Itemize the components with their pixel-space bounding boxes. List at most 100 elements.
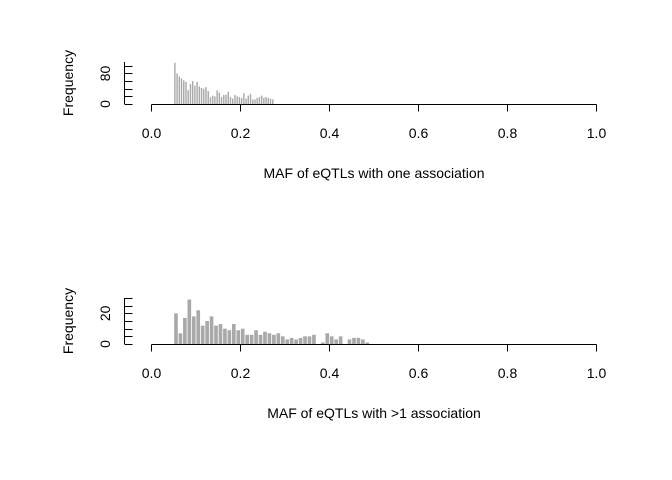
x-tick-label: 0.2 [231,125,251,141]
histogram-bar [365,342,370,344]
y-ticks-one-association: 0 80 [97,65,133,108]
histogram-bar [303,336,307,344]
histogram-bar [183,317,187,344]
y-ticks-multiple-associations: 0 20 [97,298,133,348]
histogram-bar [214,96,216,104]
x-tick-label: 0.2 [231,365,251,381]
histogram-bar [249,94,252,104]
histogram-multiple-associations: 0.0 0.2 0.4 0.6 0.8 1.0 0 20 Frequency MAF of … [60,288,606,421]
histogram-bar [227,91,229,104]
histogram-bar [276,333,281,344]
histogram-bar [238,97,241,104]
x-ticks-one-association: 0.0 0.2 0.4 0.6 0.8 1.0 [142,104,606,141]
histogram-bar [200,87,203,104]
histogram-bar [178,333,183,344]
histogram-bar [298,337,303,344]
histogram-bar [194,85,196,104]
histogram-bar [180,78,183,104]
histogram-bar [321,342,325,344]
histogram-bar [249,334,254,344]
histogram-bar [229,97,232,104]
histogram-bar [191,81,194,104]
histogram-bar [234,94,236,104]
histogram-bar [225,94,227,104]
histogram-bar [272,334,276,344]
histogram-bar [289,337,294,344]
histogram-bar [220,97,223,104]
histogram-bar [265,97,267,104]
x-tick-label: 0.4 [320,125,340,141]
x-tick-label: 0.8 [498,125,518,141]
histogram-bar [183,80,185,104]
x-tick-label: 0.6 [409,365,429,381]
histogram-bar [211,95,214,104]
histogram-bar [312,334,316,344]
histogram-bar [352,337,356,344]
y-tick-label: 20 [97,305,113,321]
histogram-bar [269,98,272,104]
y-axis-title-one-association: Frequency [60,50,76,116]
histogram-bar [254,330,258,344]
histogram-bar [232,324,236,344]
histogram-bar [252,99,254,104]
histogram-bar [260,95,263,104]
histogram-bar [174,313,178,344]
histogram-bar [196,81,198,104]
histogram-bar [338,336,343,344]
histogram-bar [240,328,245,344]
x-ticks-multiple-associations: 0.0 0.2 0.4 0.6 0.8 1.0 [142,344,607,381]
histogram-bar [329,336,334,344]
bars-multiple-associations [174,299,370,344]
x-tick-label: 0.4 [320,365,340,381]
histogram-bar [267,97,270,104]
histogram-bar [209,97,212,104]
x-tick-label: 0.0 [142,125,162,141]
histogram-bar [280,336,285,344]
histogram-bar [223,94,225,104]
histogram-bar [272,99,274,104]
histogram-bar [258,334,263,344]
histogram-bar [178,76,181,104]
histogram-bar [198,86,201,104]
histogram-bar [232,98,234,104]
histogram-bar [254,99,256,104]
y-tick-label: 80 [97,65,113,81]
histogram-bar [200,325,205,344]
x-tick-label: 0.6 [409,125,429,141]
y-axis-title-multiple-associations: Frequency [60,288,76,354]
histogram-bar [325,333,330,344]
histogram-bar [294,339,298,344]
histogram-bar [236,96,238,104]
histogram-bar [187,299,192,344]
histogram-bar [245,334,249,344]
histogram-bar [334,339,338,344]
histogram-bar [307,336,312,344]
histogram-bar [227,330,232,344]
y-tick-label: 0 [97,100,113,108]
histogram-bar [243,93,245,104]
histogram-bar [236,330,241,344]
x-tick-label: 0.0 [142,365,162,381]
histogram-bar [267,333,272,344]
histogram-bar [185,81,187,104]
x-tick-label: 1.0 [587,365,607,381]
histogram-bar [207,91,209,104]
histogram-bar [214,325,218,344]
histogram-bar [187,90,189,104]
histogram-bar [256,97,258,104]
histogram-bar [258,97,261,104]
histogram-bar [205,321,209,344]
histogram-bar [361,339,365,344]
histogram-bar [189,84,192,104]
histogram-bar [263,331,267,344]
histogram-bar [356,337,361,344]
histogram-bar [203,88,205,104]
histogram-bar [176,73,178,104]
histogram-one-association: 0.0 0.2 0.4 0.6 0.8 1.0 0 80 Frequency MAF of … [60,50,606,181]
histogram-bar [247,95,249,104]
x-axis-title-one-association: MAF of eQTLs with one association [264,165,485,181]
y-tick-label: 0 [97,340,113,348]
x-tick-label: 0.8 [498,365,518,381]
histogram-bar [347,339,352,344]
